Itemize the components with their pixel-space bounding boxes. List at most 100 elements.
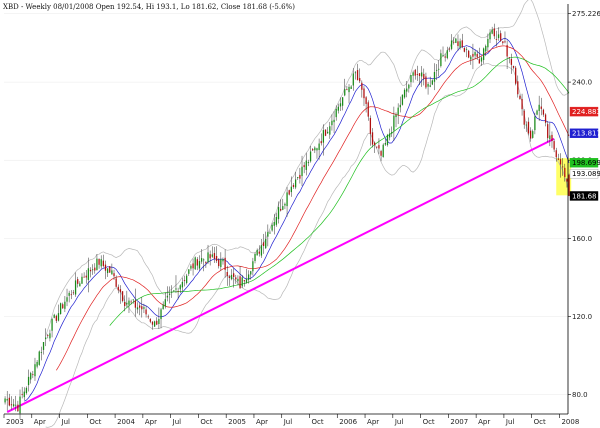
candle xyxy=(237,275,239,286)
candle xyxy=(562,158,564,176)
candle-body xyxy=(459,41,461,48)
candle-body xyxy=(40,352,43,353)
candle xyxy=(559,153,562,178)
candle-body xyxy=(339,103,342,107)
candle xyxy=(280,199,282,212)
candle xyxy=(273,213,275,235)
candle-body xyxy=(564,167,566,178)
candle xyxy=(521,93,523,116)
candle xyxy=(382,143,384,158)
candle-body xyxy=(316,148,318,151)
candle xyxy=(98,258,100,269)
candle-body xyxy=(282,206,284,210)
candle xyxy=(403,88,406,99)
candle xyxy=(418,73,421,85)
candle-body xyxy=(502,41,504,44)
candle xyxy=(15,395,17,412)
candle xyxy=(175,275,177,294)
candle xyxy=(74,272,77,297)
candle-body xyxy=(523,110,525,125)
candle-body xyxy=(374,142,376,146)
candle-body xyxy=(36,361,38,367)
x-tick-label: Jul xyxy=(61,418,71,426)
candle xyxy=(177,287,179,300)
candle xyxy=(369,115,372,146)
candle-body xyxy=(166,295,169,298)
candle-body xyxy=(500,33,502,41)
candle-body xyxy=(480,57,483,62)
candle xyxy=(461,33,463,49)
candle xyxy=(213,246,216,263)
candle xyxy=(23,387,25,401)
candle xyxy=(72,289,75,295)
candle xyxy=(149,318,151,324)
candle xyxy=(307,159,310,167)
candle xyxy=(207,244,209,264)
candle xyxy=(128,297,130,314)
x-tick-label: Oct xyxy=(423,418,435,426)
candle-body xyxy=(134,300,137,308)
candle xyxy=(555,147,557,162)
candle xyxy=(284,202,286,210)
candle-body xyxy=(25,387,28,394)
candle xyxy=(309,145,312,163)
sma-slow-line xyxy=(109,56,570,326)
candle-body xyxy=(158,319,160,324)
x-tick-label: 2007 xyxy=(450,418,468,426)
candle xyxy=(378,138,380,155)
candle-body xyxy=(416,74,419,75)
candle-body xyxy=(527,121,530,134)
price-tag-box xyxy=(569,191,599,201)
candle xyxy=(222,257,224,265)
candle xyxy=(100,255,102,269)
candle xyxy=(4,396,6,405)
candle-body xyxy=(98,258,100,265)
candle-body xyxy=(136,307,139,310)
candle-body xyxy=(538,104,540,111)
candle-body xyxy=(205,262,207,264)
candle xyxy=(252,257,254,276)
candle xyxy=(173,290,175,293)
candle-body xyxy=(237,278,239,282)
candle-body xyxy=(269,232,271,234)
price-tag-label: 193.089 xyxy=(572,170,600,178)
candle xyxy=(339,97,342,112)
candle xyxy=(301,155,303,186)
candle xyxy=(335,105,337,121)
candle xyxy=(269,230,271,234)
x-tick-label: Jul xyxy=(394,418,404,426)
candle xyxy=(478,47,480,64)
candle-body xyxy=(329,126,331,135)
candle-body xyxy=(186,275,188,284)
price-tag-box xyxy=(569,168,599,179)
candle-body xyxy=(497,34,500,39)
candle xyxy=(536,109,538,116)
candle-body xyxy=(62,304,64,309)
price-tag-box xyxy=(569,106,599,117)
candle-body xyxy=(423,73,425,79)
candle xyxy=(352,68,354,91)
candle-body xyxy=(384,142,386,145)
candle xyxy=(215,246,218,264)
candle-body xyxy=(414,69,416,76)
candle xyxy=(551,131,553,148)
candle-body xyxy=(126,302,128,305)
candle-body xyxy=(529,130,532,139)
candle-body xyxy=(6,398,8,401)
candle-body xyxy=(322,130,325,143)
candle-body xyxy=(476,53,478,57)
candle-body xyxy=(359,78,361,82)
candle-body xyxy=(21,394,23,395)
candle-body xyxy=(303,165,305,168)
candle-body xyxy=(100,259,102,267)
candle-body xyxy=(27,376,30,386)
candle xyxy=(425,72,427,90)
candle-body xyxy=(465,48,468,50)
candle xyxy=(151,321,154,330)
candle xyxy=(391,126,393,137)
candle-body xyxy=(314,147,316,151)
candle xyxy=(233,268,235,288)
candle xyxy=(442,46,444,57)
candle-body xyxy=(258,251,260,254)
